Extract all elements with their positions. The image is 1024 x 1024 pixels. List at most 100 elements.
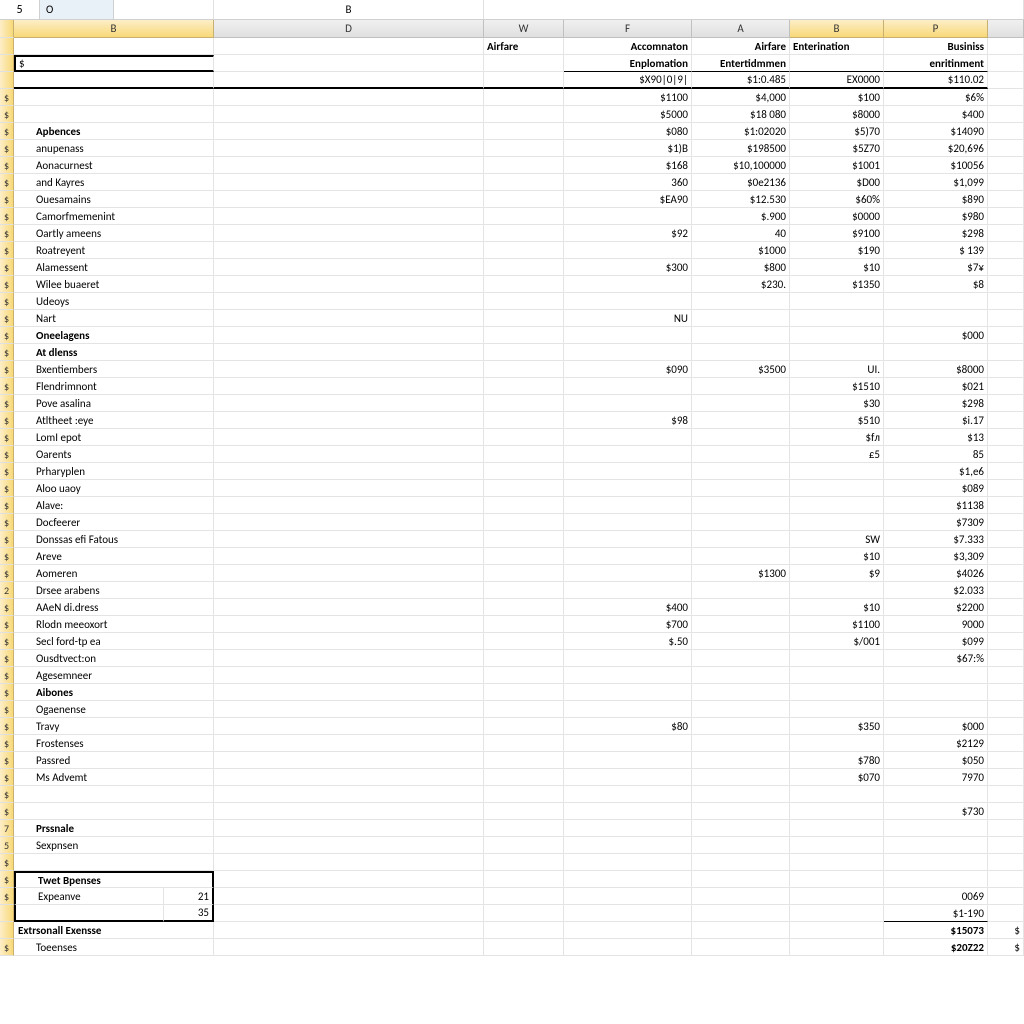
cell-label[interactable]: Aonacurnest [14,157,214,174]
cell[interactable] [484,803,564,820]
cell-value[interactable] [564,531,692,548]
row-header[interactable]: $ [0,378,14,395]
cell[interactable]: $X90|0|9| [564,72,692,89]
cell-value[interactable] [692,514,790,531]
col-header-F[interactable]: F [564,20,692,38]
cell-label[interactable] [14,89,214,106]
cell[interactable] [988,480,1024,497]
cell[interactable] [214,837,484,854]
cell[interactable] [884,871,988,888]
cell-value[interactable]: 360 [564,174,692,191]
cell-value[interactable] [790,684,884,701]
cell-value[interactable] [564,548,692,565]
cell[interactable] [214,531,484,548]
cell-value[interactable] [692,378,790,395]
cell[interactable] [988,446,1024,463]
cell-value[interactable] [692,667,790,684]
cell-value[interactable] [884,344,988,361]
cell-value[interactable] [692,310,790,327]
cell-value[interactable]: $ 139 [884,242,988,259]
cell-value[interactable] [564,446,692,463]
cell-value[interactable]: $8 [884,276,988,293]
cell-value[interactable] [790,480,884,497]
cell-value[interactable]: $.900 [692,208,790,225]
cell[interactable] [214,378,484,395]
cell-value[interactable]: $3,309 [884,548,988,565]
cell-value[interactable]: $20,696 [884,140,988,157]
cell[interactable] [988,888,1024,905]
cell[interactable]: Enplomation [564,55,692,72]
cell-value[interactable] [564,395,692,412]
cell-value[interactable] [692,293,790,310]
cell[interactable] [692,888,790,905]
cell-value[interactable] [692,531,790,548]
cell[interactable] [484,599,564,616]
row-header[interactable]: $ [0,667,14,684]
cell-value[interactable]: $9 [790,565,884,582]
row-header[interactable]: $ [0,242,14,259]
cell[interactable]: $ [988,922,1024,939]
cell-value[interactable] [692,650,790,667]
cell-value[interactable]: $090 [564,361,692,378]
cell-value[interactable] [692,837,790,854]
cell[interactable] [214,157,484,174]
cell-value[interactable]: $980 [884,208,988,225]
cell-value[interactable]: $.50 [564,633,692,650]
col-header-B2[interactable]: B [790,20,884,38]
cell-label[interactable]: Secl ford-tp ea [14,633,214,650]
cell-value[interactable]: $168 [564,157,692,174]
cell[interactable] [988,157,1024,174]
cell[interactable] [214,106,484,123]
cell-value[interactable]: $890 [884,191,988,208]
cell-value[interactable] [884,310,988,327]
cell[interactable] [484,463,564,480]
cell[interactable] [484,548,564,565]
cell-value[interactable] [564,701,692,718]
cell-value[interactable] [790,667,884,684]
cell[interactable] [988,599,1024,616]
cell[interactable]: Twet Bpenses [14,871,214,888]
cell-value[interactable]: £5 [790,446,884,463]
cell-value[interactable]: $1300 [692,565,790,582]
cell-value[interactable]: $800 [692,259,790,276]
cell[interactable] [214,667,484,684]
cell[interactable] [214,752,484,769]
cell-value[interactable]: $300 [564,259,692,276]
cell[interactable]: EX0000 [790,72,884,89]
cell[interactable] [988,497,1024,514]
cell-value[interactable]: $298 [884,395,988,412]
cell[interactable] [484,378,564,395]
cell[interactable] [988,548,1024,565]
cell-value[interactable] [790,293,884,310]
cell[interactable] [988,412,1024,429]
cell[interactable] [988,803,1024,820]
cell[interactable] [988,718,1024,735]
cell[interactable] [988,89,1024,106]
cell[interactable] [988,684,1024,701]
cell-value[interactable] [692,463,790,480]
cell[interactable] [214,174,484,191]
cell-value[interactable] [790,837,884,854]
cell-label[interactable] [14,803,214,820]
cell[interactable] [790,55,884,72]
cell-value[interactable] [564,786,692,803]
cell-label[interactable]: Areve [14,548,214,565]
cell[interactable] [14,905,164,922]
cell-label[interactable]: Sexpnsen [14,837,214,854]
cell-label[interactable]: and Kayres [14,174,214,191]
cell[interactable] [564,922,692,939]
cell-value[interactable] [564,514,692,531]
cell[interactable] [214,922,484,939]
cell-value[interactable]: SW [790,531,884,548]
cell[interactable] [214,55,484,72]
cell[interactable] [988,378,1024,395]
cell[interactable] [484,497,564,514]
row-header[interactable]: $ [0,480,14,497]
row-header[interactable]: $ [0,939,14,956]
cell[interactable] [214,497,484,514]
cell[interactable] [484,837,564,854]
cell-label[interactable]: Donssas efi Fatous [14,531,214,548]
cell-label[interactable]: Prharyplen [14,463,214,480]
cell-value[interactable] [790,327,884,344]
cell[interactable]: $ [988,939,1024,956]
